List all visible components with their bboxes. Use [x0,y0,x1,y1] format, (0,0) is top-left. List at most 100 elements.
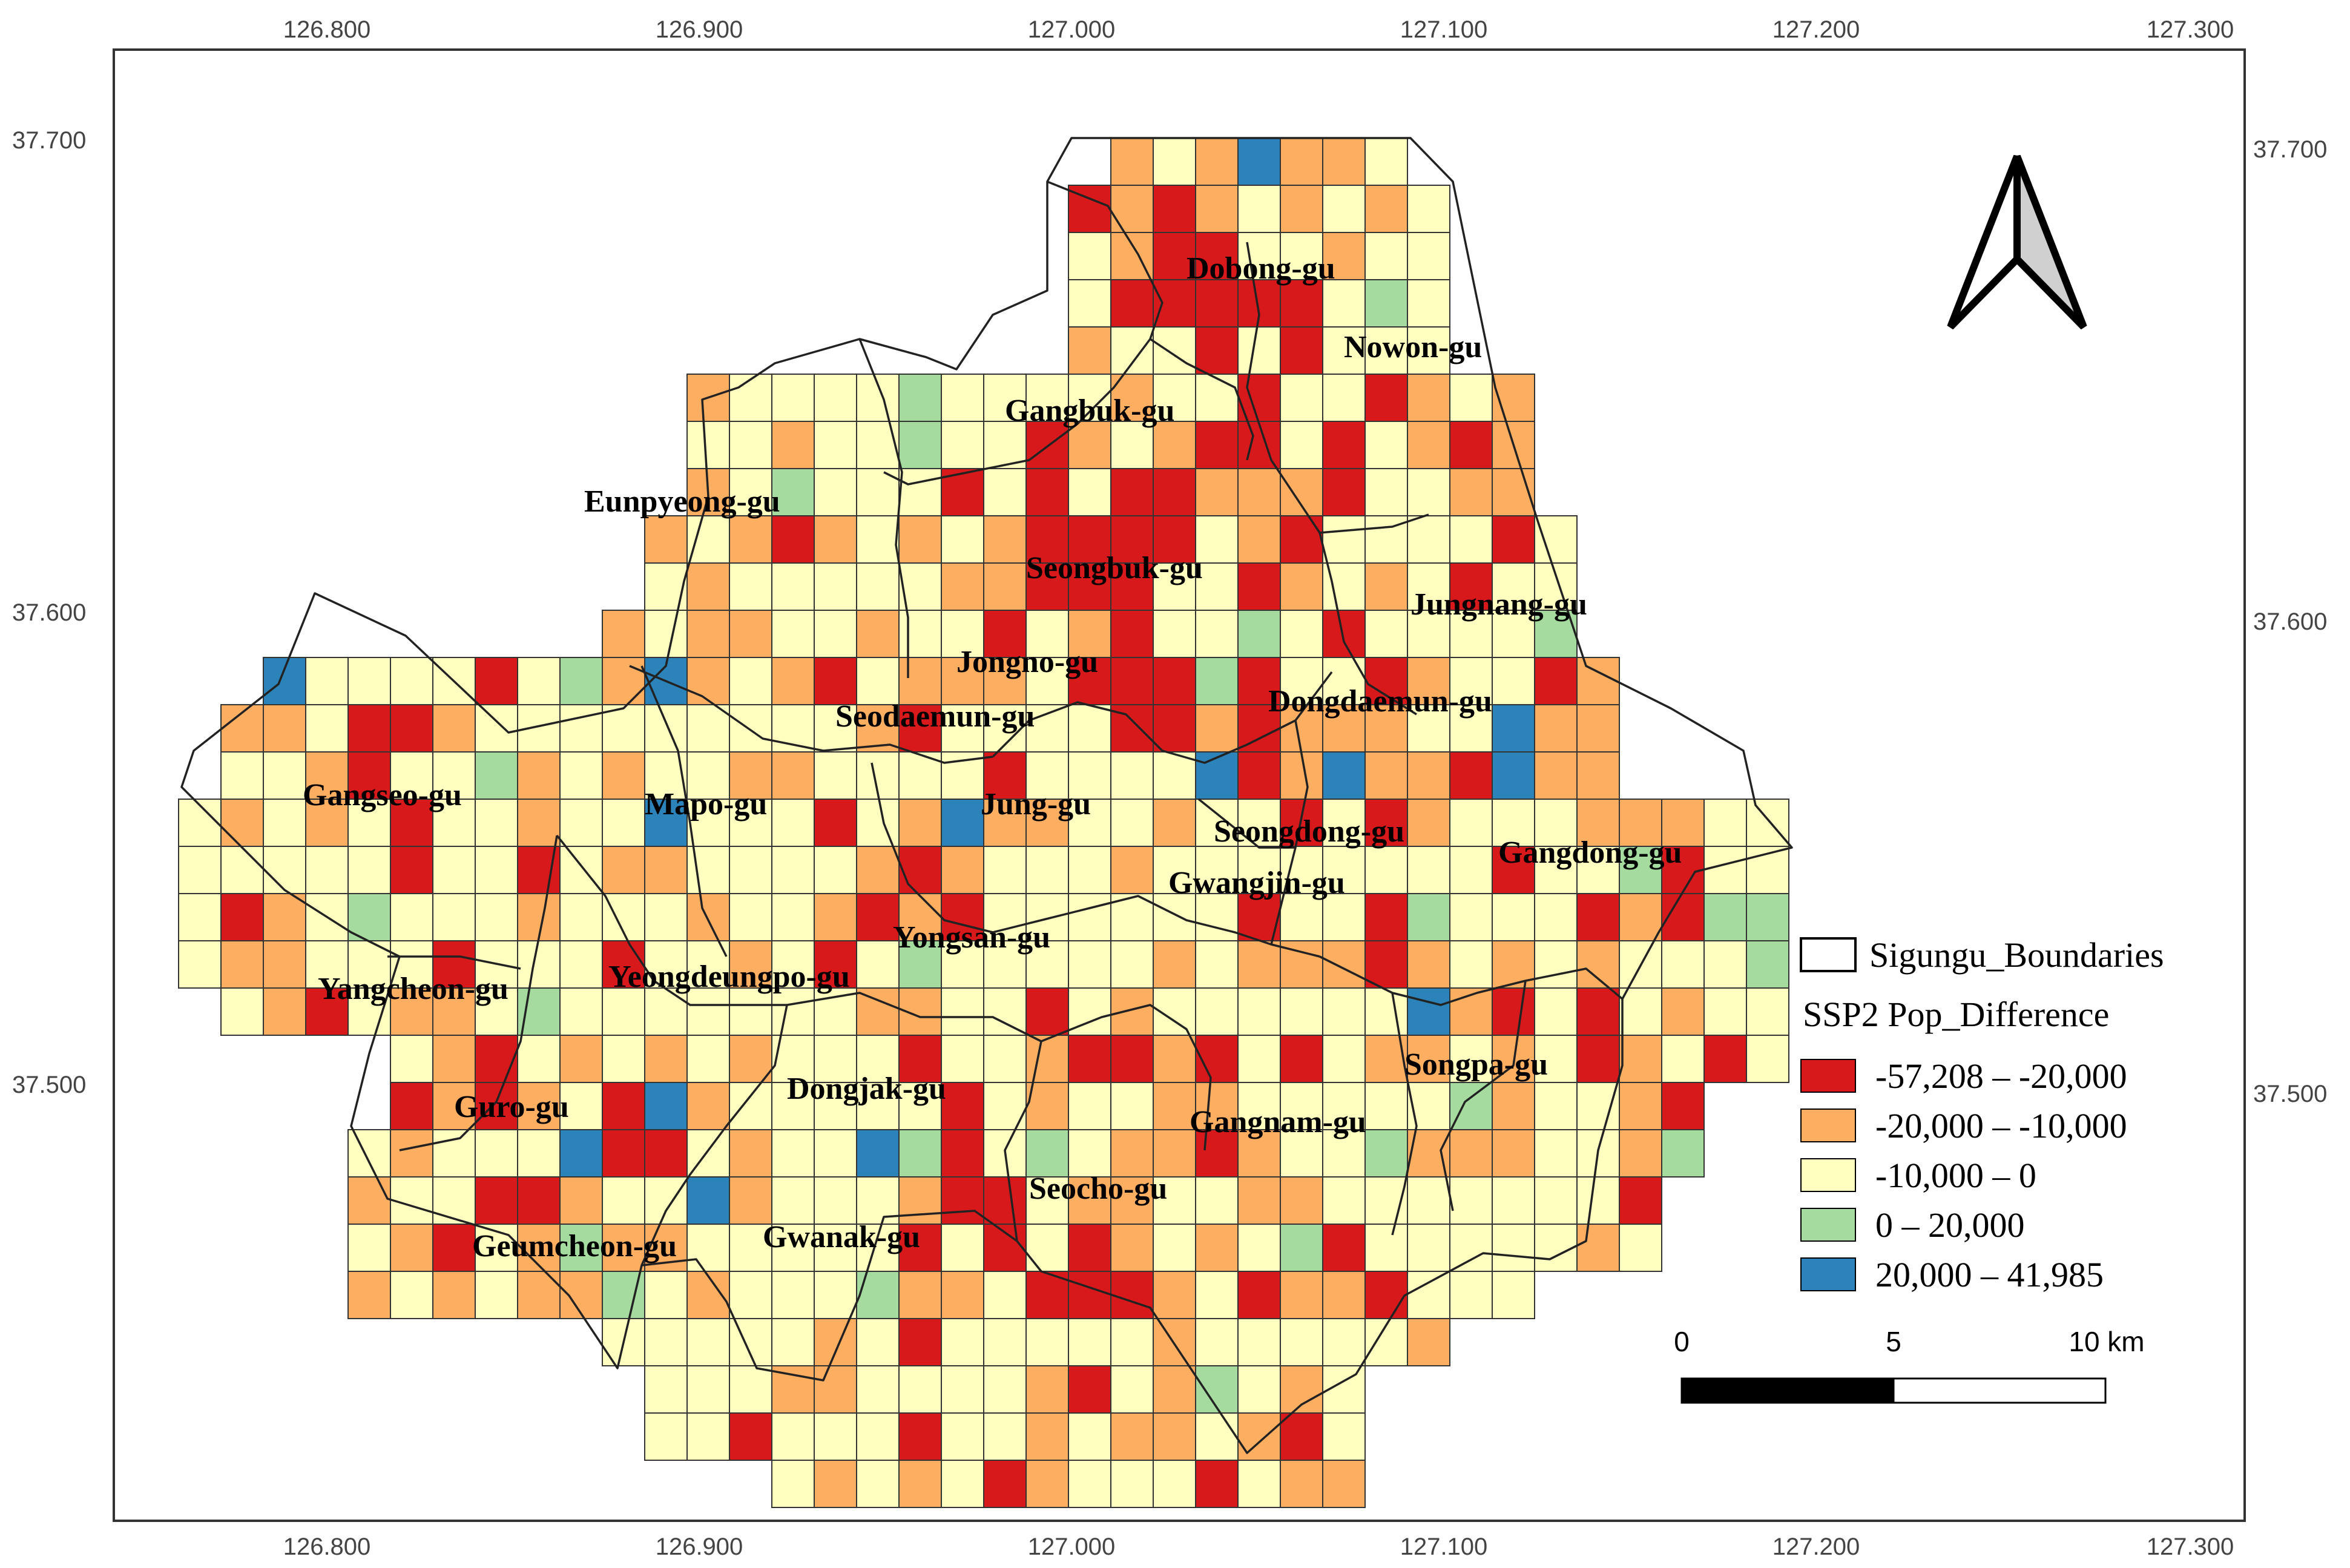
grid-cell [178,940,222,989]
grid-cell [898,1224,942,1272]
grid-cell [1237,1129,1281,1178]
grid-cell [644,1035,688,1083]
population-grid [178,137,1789,1508]
grid-cell [263,987,306,1036]
grid-cell [941,610,984,658]
grid-cell [475,1129,518,1178]
grid-cell [1407,374,1450,422]
grid-cell [686,987,730,1036]
boundary-line [1391,992,1418,1236]
district-label: Dobong-gu [1187,251,1335,286]
grid-cell [1237,468,1281,516]
grid-cell [729,1176,772,1225]
x-tick-bottom: 127.300 [2147,1533,2234,1560]
grid-cell [729,374,772,422]
grid-cell [814,468,857,516]
grid-cell [602,610,645,658]
grid-cell [941,1129,984,1178]
grid-cell [1153,704,1196,753]
grid-cell [1364,232,1408,280]
grid-cell [475,1176,518,1225]
x-tick-bottom: 127.200 [1772,1533,1860,1560]
grid-cell [1153,799,1196,847]
grid-cell [1407,1224,1450,1272]
grid-cell [1237,562,1281,611]
grid-cell [814,610,857,658]
grid-cell [1364,185,1408,233]
grid-cell [814,1460,857,1508]
grid-cell [1025,1082,1069,1130]
grid-cell [390,846,433,894]
grid-cell [644,515,688,564]
grid-cell [517,1129,561,1178]
grid-cell [856,1035,900,1083]
grid-cell [814,657,857,705]
grid-cell [1068,1082,1111,1130]
grid-cell [1534,562,1578,611]
x-tick-top: 126.800 [283,16,371,43]
grid-cell [941,799,984,847]
grid-cell [1280,657,1323,705]
grid-cell [941,704,984,753]
grid-cell [686,562,730,611]
city-outline [180,137,1793,1454]
grid-cell [1746,893,1789,941]
grid-cell [1110,1318,1154,1366]
grid-cell [1322,1412,1366,1461]
grid-cell [814,374,857,422]
grid-cell [1449,421,1493,469]
y-tick-right: 37.600 [2253,608,2327,635]
grid-cell [1110,1176,1154,1225]
legend-class-label: 20,000 – 41,985 [1875,1255,2104,1294]
grid-cell [771,515,815,564]
legend-boundary-label: Sigungu_Boundaries [1869,935,2164,975]
grid-cell [559,1082,603,1130]
grid-cell [1364,799,1408,847]
x-tick-top: 127.100 [1400,16,1488,43]
grid-cell [559,1129,603,1178]
grid-cell [602,1082,645,1130]
grid-cell [644,1412,688,1461]
grid-cell [1068,1271,1111,1319]
grid-cell [856,562,900,611]
grid-cell [644,893,688,941]
grid-cell [1153,374,1196,422]
grid-cell [220,987,264,1036]
grid-cell [983,657,1027,705]
grid-cell [602,846,645,894]
grid-cell [1237,185,1281,233]
grid-cell [644,610,688,658]
x-tick-top: 127.200 [1772,16,1860,43]
grid-cell [390,1129,433,1178]
grid-cell [1110,279,1154,328]
grid-cell [559,1035,603,1083]
grid-cell [1068,940,1111,989]
grid-cell [1449,1176,1493,1225]
grid-cell [347,1129,391,1178]
grid-cell [1195,1035,1239,1083]
grid-cell [1703,987,1747,1036]
grid-cell [771,610,815,658]
grid-cell [1407,562,1450,611]
grid-cell [983,468,1027,516]
grid-cell [1195,1318,1239,1366]
grid-cell [1110,751,1154,800]
grid-cell [1280,1176,1323,1225]
grid-cell [390,799,433,847]
grid-cell [1407,751,1450,800]
grid-cell [1492,1224,1535,1272]
grid-cell [729,562,772,611]
boundary-line [858,338,909,678]
grid-cell [771,799,815,847]
legend-swatch [1800,1208,1856,1242]
grid-cell [1661,1035,1705,1083]
grid-cell [559,657,603,705]
grid-cell [517,987,561,1036]
grid-cell [729,1129,772,1178]
grid-cell [1068,751,1111,800]
grid-cell [686,799,730,847]
grid-cell [1110,137,1154,186]
grid-cell [1449,1271,1493,1319]
grid-cell [1492,1129,1535,1178]
grid-cell [729,987,772,1036]
